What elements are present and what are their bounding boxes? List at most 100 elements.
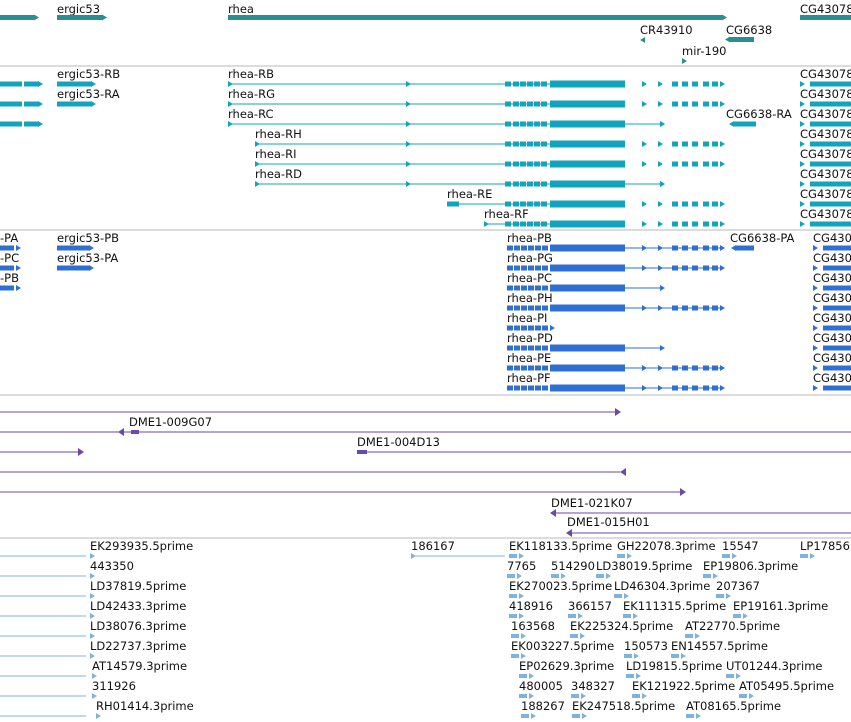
feature-label[interactable]: CG43078 xyxy=(800,187,851,201)
feature-label[interactable]: UT01244.3prime xyxy=(726,659,823,673)
feature-label[interactable]: rhea-RC xyxy=(228,107,274,121)
exon-block xyxy=(535,245,541,251)
feature-label[interactable]: 188267 xyxy=(521,699,565,713)
feature-label[interactable]: CG43078 xyxy=(813,271,851,285)
feature-label[interactable]: CG6638-RA xyxy=(726,107,792,121)
feature-label[interactable]: DME1-004D13 xyxy=(357,435,440,449)
feature-label[interactable]: LP17856 xyxy=(800,539,850,553)
feature-label[interactable]: rhea-RD xyxy=(255,167,302,181)
feature-label[interactable]: AT22770.5prime xyxy=(685,619,780,633)
feature-label[interactable]: rhea-RG xyxy=(228,87,275,101)
feature-label[interactable]: EK225324.5prime xyxy=(570,619,673,633)
feature-label[interactable]: rhea-RB xyxy=(228,67,274,81)
feature-label[interactable]: -PB xyxy=(0,271,19,285)
feature-label[interactable]: ergic53-RB xyxy=(57,67,120,81)
feature-label[interactable]: -PC xyxy=(0,251,19,265)
feature-label[interactable]: 150573 xyxy=(624,639,668,653)
feature-label[interactable]: rhea-PC xyxy=(507,271,552,285)
feature-label[interactable]: rhea-PB xyxy=(507,231,552,245)
feature-label[interactable]: rhea-PI xyxy=(507,311,547,325)
feature-label[interactable]: DME1-021K07 xyxy=(551,496,633,510)
feature-label[interactable]: rhea-PH xyxy=(507,291,553,305)
feature-label[interactable]: CG43078 xyxy=(800,147,851,161)
feature-label[interactable]: EK121922.5prime xyxy=(632,679,735,693)
feature-label[interactable]: CG43078 xyxy=(813,251,851,265)
feature-label[interactable]: rhea-PG xyxy=(507,251,553,265)
feature-label[interactable]: LD37819.5prime xyxy=(90,579,186,593)
strand-arrow xyxy=(640,37,645,43)
feature-label[interactable]: 311926 xyxy=(92,679,136,693)
feature-label[interactable]: LD46304.3prime xyxy=(614,579,710,593)
feature-label[interactable]: 366157 xyxy=(568,599,612,613)
feature-label[interactable]: CG43078 xyxy=(813,371,851,385)
feature-label[interactable]: CG43078 xyxy=(813,311,851,325)
feature-label[interactable]: 480005 xyxy=(519,679,563,693)
feature-label[interactable]: EP02629.3prime xyxy=(519,659,614,673)
feature-label[interactable]: CG43078 xyxy=(800,2,851,16)
feature-label[interactable]: AT05495.5prime xyxy=(739,679,834,693)
feature-label[interactable]: AT14579.3prime xyxy=(92,659,187,673)
feature-label[interactable]: rhea-RE xyxy=(447,187,492,201)
feature-label[interactable]: -PA xyxy=(0,231,18,245)
feature-label[interactable]: DME1-015H01 xyxy=(567,515,650,529)
feature-label[interactable]: rhea-PD xyxy=(507,331,553,345)
feature-label[interactable]: LD38076.3prime xyxy=(90,619,186,633)
feature-label[interactable]: AT08165.5prime xyxy=(686,699,781,713)
feature-label[interactable]: EN14557.5prime xyxy=(671,639,768,653)
feature-label[interactable]: 163568 xyxy=(511,619,555,633)
feature-label[interactable]: LD38019.5prime xyxy=(596,559,692,573)
strand-arrow xyxy=(680,488,686,496)
feature-label[interactable]: CR43910 xyxy=(640,23,693,37)
feature-label[interactable]: rhea xyxy=(228,2,254,16)
feature-label[interactable]: EK293935.5prime xyxy=(90,539,193,553)
feature-label[interactable]: ergic53-PA xyxy=(57,251,118,265)
feature-label[interactable]: rhea-RF xyxy=(484,207,529,221)
feature-label[interactable]: CG6638-PA xyxy=(730,231,795,245)
feature-label[interactable]: ergic53-PB xyxy=(57,231,119,245)
feature-label[interactable]: LD42433.3prime xyxy=(90,599,186,613)
feature-label[interactable]: CG6638 xyxy=(726,23,772,37)
feature-label[interactable]: 7765 xyxy=(507,559,536,573)
feature-label[interactable]: 348327 xyxy=(571,679,615,693)
feature-label[interactable]: EK111315.5prime xyxy=(623,599,726,613)
feature-label[interactable]: CG43078 xyxy=(800,87,851,101)
exon-block xyxy=(521,245,527,251)
feature-label[interactable]: LD19815.5prime xyxy=(626,659,722,673)
feature-label[interactable]: rhea-PF xyxy=(507,371,551,385)
feature-label[interactable]: 15547 xyxy=(722,539,759,553)
feature-label[interactable]: rhea-RI xyxy=(255,147,296,161)
feature-label[interactable]: EK270023.5prime xyxy=(509,579,612,593)
feature-label[interactable]: CG43078 xyxy=(813,291,851,305)
feature-label[interactable]: ergic53 xyxy=(57,2,100,16)
feature-label[interactable]: RH01414.3prime xyxy=(96,699,194,713)
feature-label[interactable]: DME1-009G07 xyxy=(129,415,212,429)
strand-arrow xyxy=(102,14,107,21)
feature-label[interactable]: CG43078 xyxy=(813,351,851,365)
feature-label[interactable]: CG43078 xyxy=(800,207,851,221)
feature-label[interactable]: CG43078 xyxy=(813,231,851,245)
feature-label[interactable]: 418916 xyxy=(509,599,553,613)
feature-label[interactable]: mir-190 xyxy=(682,44,727,58)
strand-arrow xyxy=(519,553,524,559)
feature-label[interactable]: EK118133.5prime xyxy=(509,539,612,553)
feature-label[interactable]: EK003227.5prime xyxy=(511,639,614,653)
feature-label[interactable]: CG43078 xyxy=(800,67,851,81)
feature-label[interactable]: 207367 xyxy=(716,579,760,593)
feature-label[interactable]: 443350 xyxy=(90,559,134,573)
feature-label[interactable]: rhea-PE xyxy=(507,351,551,365)
feature-label[interactable]: CG43078 xyxy=(800,107,851,121)
feature-label[interactable]: LD22737.3prime xyxy=(90,639,186,653)
feature-label[interactable]: ergic53-RA xyxy=(57,87,120,101)
feature-label[interactable]: EP19806.3prime xyxy=(703,559,798,573)
feature-label[interactable]: CG43078 xyxy=(813,331,851,345)
feature-label[interactable]: CG43078 xyxy=(800,167,851,181)
feature-label[interactable]: EP19161.3prime xyxy=(733,599,828,613)
feature-label[interactable]: 186167 xyxy=(411,539,455,553)
feature-label[interactable]: rhea-RH xyxy=(255,127,302,141)
feature-label[interactable]: 514290 xyxy=(551,559,595,573)
feature-label[interactable]: EK247518.5prime xyxy=(572,699,675,713)
feature-label[interactable]: CG43078 xyxy=(800,127,851,141)
feature-label[interactable]: GH22078.3prime xyxy=(617,539,716,553)
